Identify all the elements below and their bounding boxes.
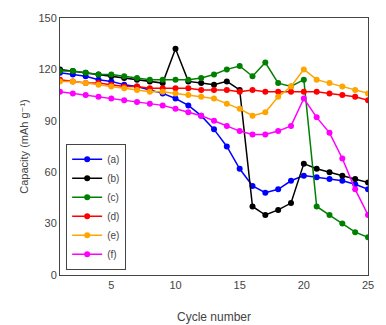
svg-text:15: 15 [234, 279, 246, 291]
svg-text:0: 0 [51, 269, 57, 281]
svg-text:(c): (c) [107, 192, 119, 203]
svg-text:(d): (d) [107, 211, 119, 222]
svg-text:60: 60 [45, 166, 57, 178]
svg-text:90: 90 [45, 115, 57, 127]
svg-text:120: 120 [38, 63, 56, 75]
svg-text:(a): (a) [107, 154, 119, 165]
svg-text:5: 5 [108, 279, 114, 291]
svg-text:10: 10 [169, 279, 181, 291]
svg-text:30: 30 [45, 217, 57, 229]
svg-text:(e): (e) [107, 230, 119, 241]
svg-text:(f): (f) [107, 249, 116, 260]
svg-text:Cycle number: Cycle number [177, 310, 251, 324]
svg-text:150: 150 [38, 12, 56, 24]
svg-text:20: 20 [298, 279, 310, 291]
svg-text:25: 25 [362, 279, 374, 291]
svg-text:(b): (b) [107, 173, 119, 184]
svg-text:Capacity (mAh g⁻¹): Capacity (mAh g⁻¹) [18, 99, 30, 193]
